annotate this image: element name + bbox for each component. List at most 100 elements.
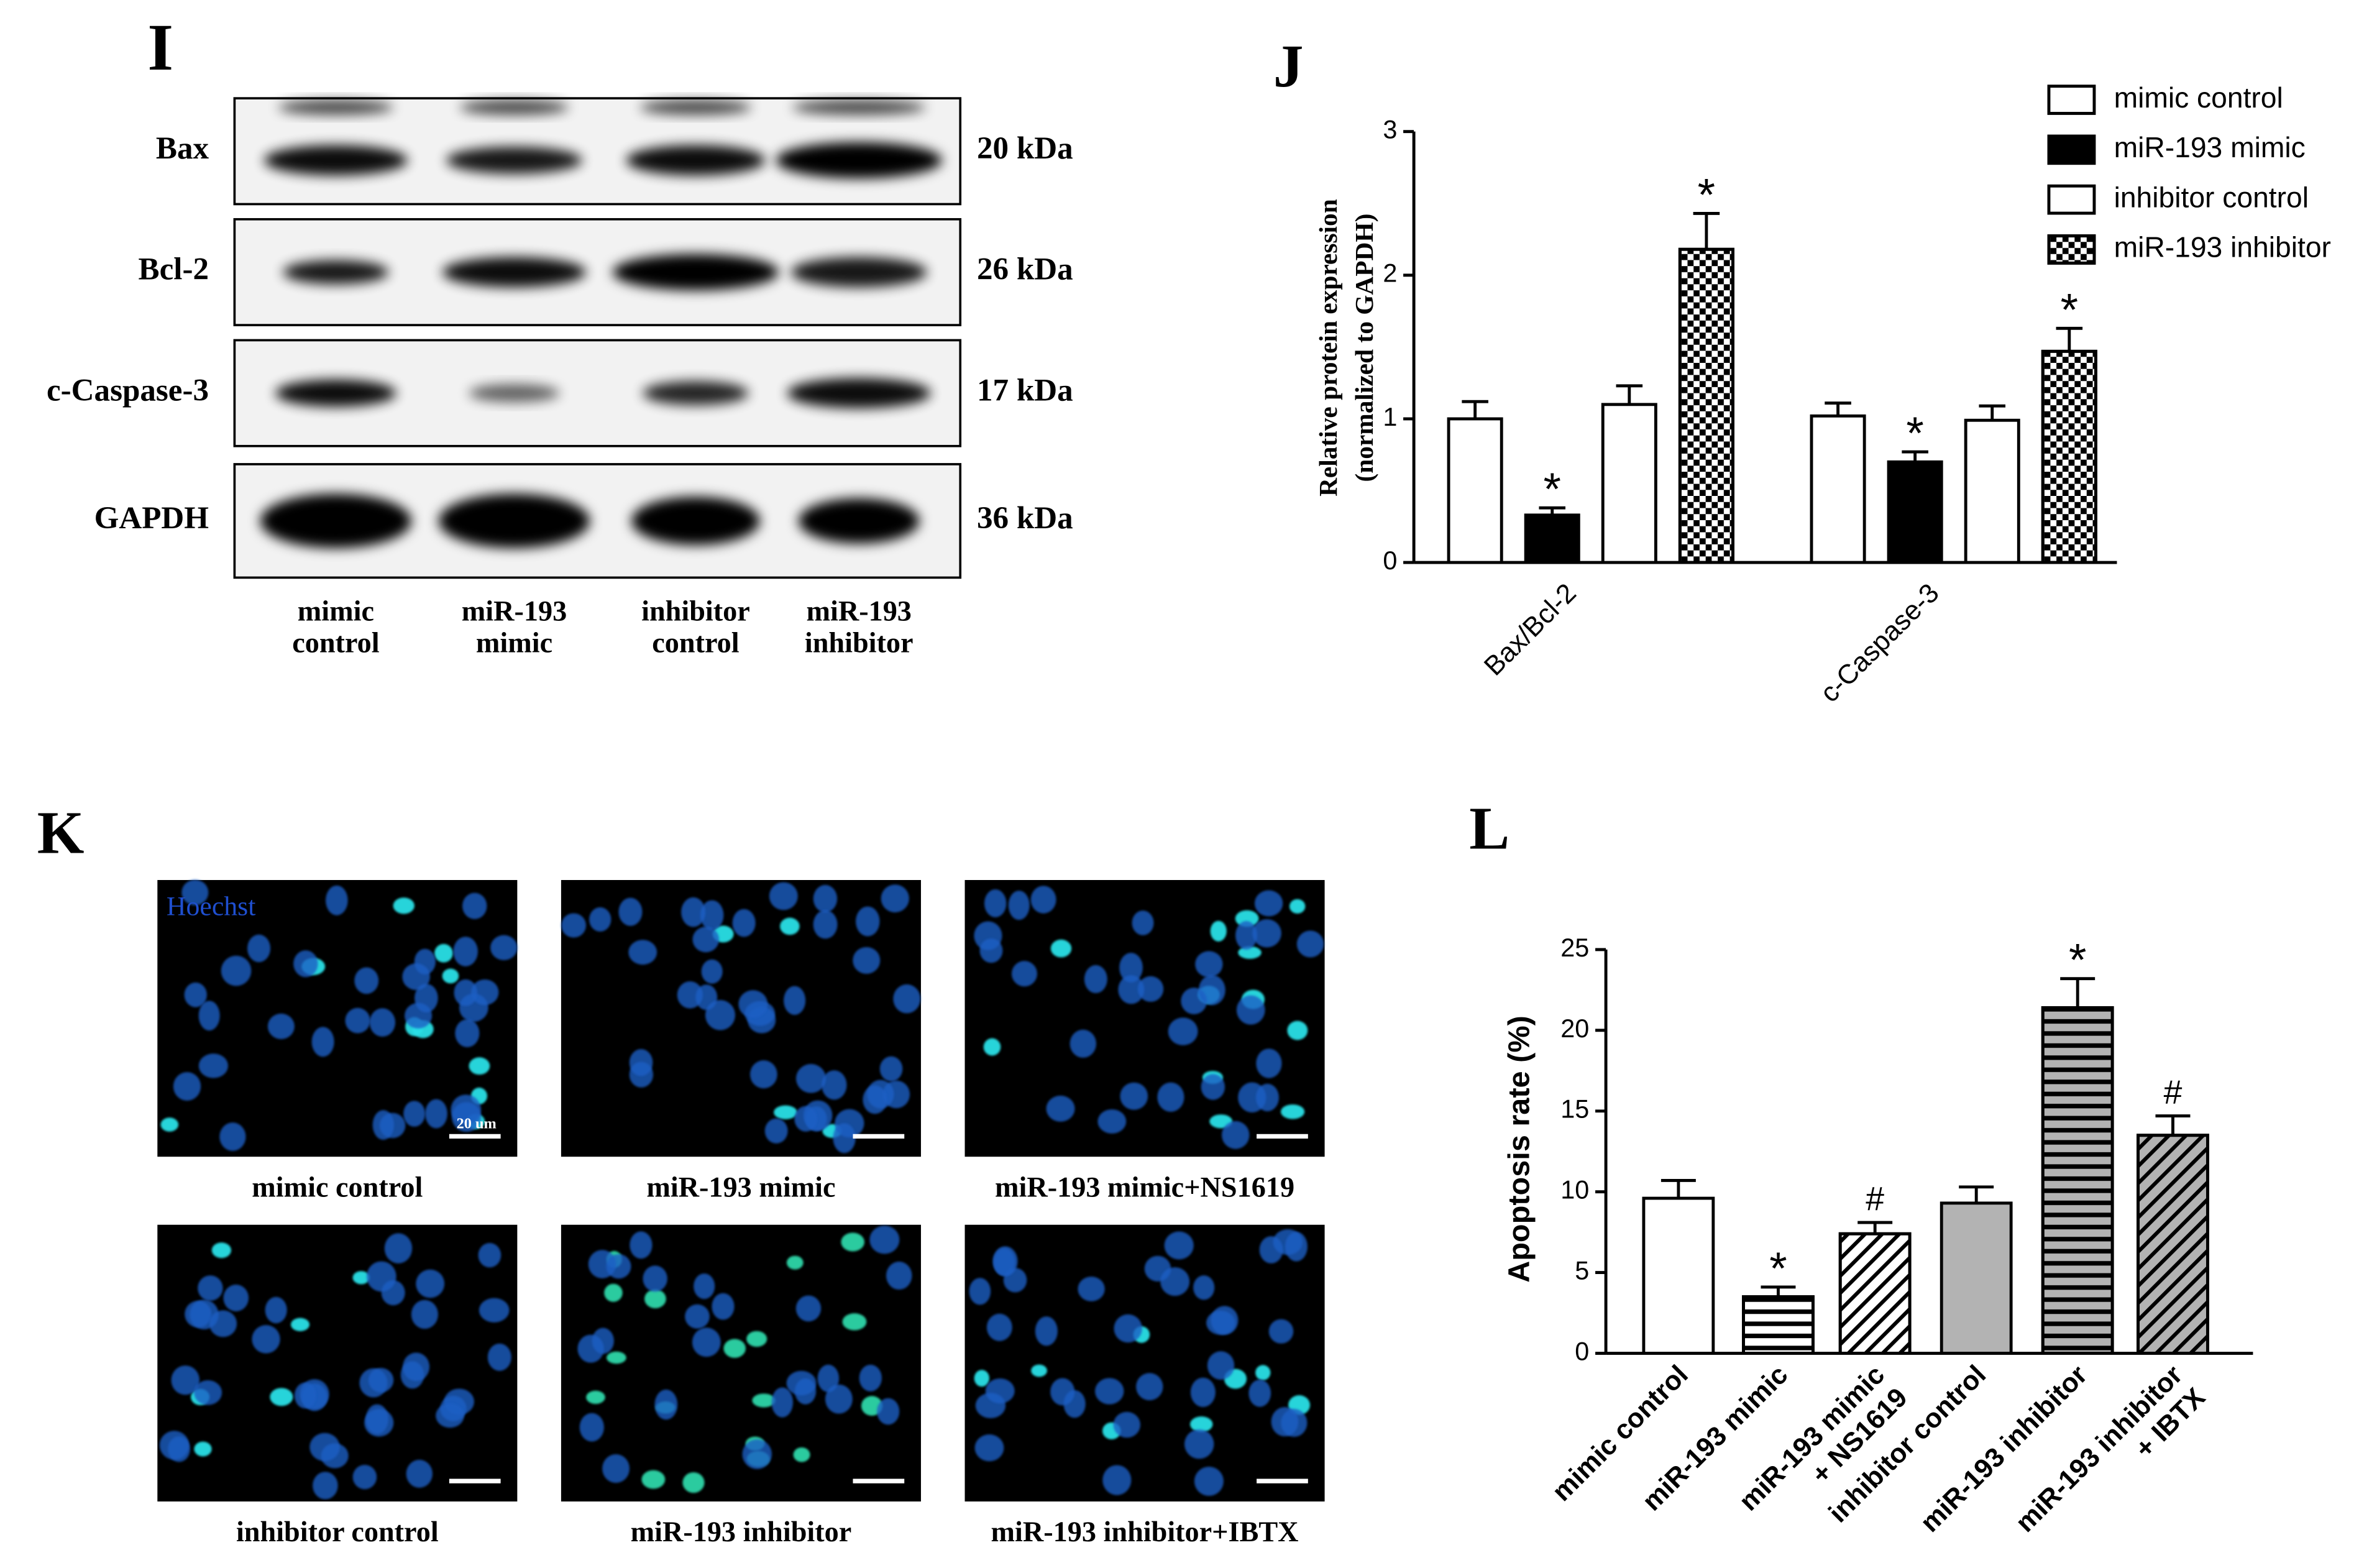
micrograph: miR-193 mimic	[561, 879, 921, 1203]
nucleus	[606, 1351, 626, 1364]
nucleus	[618, 897, 643, 926]
nucleus	[221, 955, 252, 986]
significance-mark: *	[1698, 170, 1715, 220]
nucleus	[859, 1364, 882, 1391]
bar-pattern	[1678, 247, 1734, 564]
nucleus	[979, 938, 1003, 963]
blot-band	[776, 142, 943, 179]
scale-bar	[1257, 1134, 1308, 1139]
blot-band	[263, 145, 408, 176]
nucleus	[1207, 1351, 1235, 1380]
legend-label: mimic control	[2114, 81, 2283, 114]
blot-band	[446, 146, 582, 174]
nucleus	[842, 1313, 867, 1331]
nucleus	[252, 1325, 280, 1354]
nucleus	[794, 1106, 817, 1132]
nucleus	[749, 1060, 777, 1089]
y-tick-label: 3	[1383, 116, 1397, 144]
nucleus	[1268, 1319, 1294, 1344]
nucleus	[294, 1382, 316, 1409]
nucleus	[1194, 1466, 1224, 1496]
nucleus	[752, 1393, 776, 1408]
nucleus	[877, 1398, 900, 1425]
nucleus	[369, 1008, 396, 1037]
nucleus	[171, 1365, 200, 1395]
nucleus	[604, 1283, 623, 1302]
nucleus	[159, 1431, 190, 1460]
nucleus	[372, 1110, 394, 1140]
nucleus	[863, 1085, 887, 1114]
nucleus	[415, 983, 438, 1012]
chart-j: 0 1 2 3 Relative protein expression (normaliz…	[1314, 81, 2331, 708]
nucleus	[1102, 1465, 1132, 1495]
nucleus	[416, 1269, 445, 1298]
nucleus	[462, 892, 487, 919]
y-tick-label: 10	[1560, 1176, 1589, 1204]
bar	[1940, 1201, 2013, 1355]
nucleus	[1084, 965, 1107, 994]
nucleus	[974, 1434, 1004, 1462]
nucleus	[784, 986, 806, 1016]
nucleus	[1235, 910, 1259, 927]
nucleus	[1168, 1017, 1198, 1045]
nucleus	[1254, 890, 1283, 917]
nucleus	[160, 1117, 179, 1132]
significance-mark: *	[1769, 1244, 1787, 1294]
nucleus	[1114, 1314, 1142, 1343]
nucleus	[1190, 1377, 1216, 1407]
legend-label: inhibitor control	[2114, 181, 2309, 213]
nucleus	[1248, 1379, 1271, 1407]
nucleus	[746, 1331, 767, 1347]
nucleus	[368, 1368, 394, 1393]
legend-swatch	[2047, 184, 2096, 215]
legend-swatch	[2047, 134, 2096, 165]
panel-letter: I	[147, 11, 173, 85]
size-label: 26 kDa	[977, 252, 1073, 287]
protein-label: c-Caspase-3	[47, 372, 209, 408]
bar-pattern	[1742, 1295, 1815, 1355]
nucleus	[425, 1099, 447, 1129]
y-tick-label: 20	[1560, 1014, 1589, 1043]
nucleus	[1157, 1082, 1184, 1112]
nucleus	[677, 981, 703, 1009]
nucleus	[769, 882, 798, 910]
nucleus	[403, 1101, 426, 1127]
significance-mark: *	[1544, 464, 1561, 515]
nucleus	[822, 1070, 847, 1100]
blot-band	[643, 381, 749, 406]
nucleus	[813, 910, 838, 939]
nucleus	[786, 1255, 804, 1270]
nucleus	[586, 1390, 605, 1405]
nucleus	[451, 1094, 482, 1125]
nucleus	[455, 1019, 480, 1047]
nucleus	[1221, 1121, 1250, 1149]
nucleus	[402, 963, 431, 991]
nucleus	[490, 935, 518, 961]
nucleus	[1280, 1104, 1305, 1119]
nucleus	[1252, 919, 1281, 948]
nucleus	[629, 1048, 653, 1076]
nucleus	[644, 1289, 666, 1309]
nucleus	[992, 1246, 1018, 1277]
blot-band	[459, 99, 569, 115]
nucleus	[1160, 1267, 1190, 1296]
nucleus	[1184, 1429, 1214, 1459]
blot-band	[626, 145, 766, 176]
protein-label: Bax	[156, 131, 209, 166]
nucleus	[841, 1232, 865, 1252]
nucleus	[1285, 1232, 1308, 1262]
x-tick-label: Bax/Bcl-2	[1478, 577, 1582, 681]
nucleus	[1070, 1029, 1097, 1058]
nucleus	[1189, 1416, 1213, 1433]
nucleus	[411, 1300, 438, 1329]
nucleus	[1238, 946, 1262, 959]
nucleus	[198, 1053, 228, 1078]
legend-label: miR-193 inhibitor	[2114, 231, 2331, 264]
bar	[1964, 418, 2020, 564]
nucleus	[211, 1242, 232, 1259]
nucleus	[764, 1118, 788, 1144]
lane-label: control	[652, 626, 740, 658]
nucleus	[853, 947, 881, 974]
nucleus	[682, 1472, 705, 1493]
nucleus	[628, 940, 657, 965]
